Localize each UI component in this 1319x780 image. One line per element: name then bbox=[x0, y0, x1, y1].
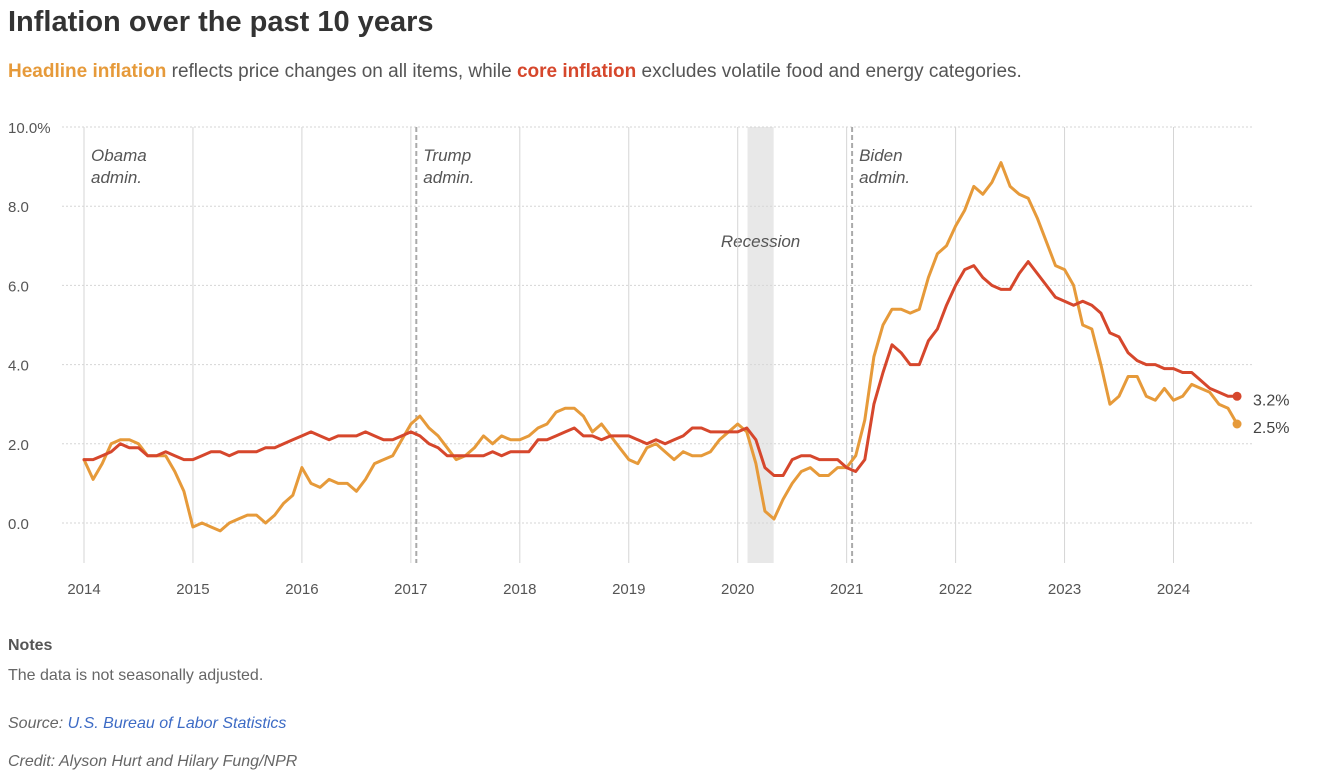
y-tick-label: 0.0 bbox=[8, 516, 29, 533]
headline-end-dot bbox=[1232, 419, 1242, 429]
admin-label: admin. bbox=[423, 168, 474, 187]
series-layer bbox=[82, 161, 1242, 533]
x-tick-label: 2019 bbox=[612, 581, 645, 598]
admin-label: admin. bbox=[859, 168, 910, 187]
notes-heading: Notes bbox=[8, 637, 53, 654]
subtitle-text-2: excludes volatile food and energy catego… bbox=[636, 61, 1022, 82]
x-tick-label: 2021 bbox=[830, 581, 863, 598]
x-tick-label: 2018 bbox=[503, 581, 536, 598]
source-link[interactable]: U.S. Bureau of Labor Statistics bbox=[67, 715, 287, 732]
inflation-line-chart: Recession 10.0% 8.0 6.0 4.0 2.0 0.0 2014 2015 20… bbox=[8, 120, 1289, 598]
y-tick-label: 8.0 bbox=[8, 199, 29, 216]
headline-inflation-key: Headline inflation bbox=[8, 61, 167, 82]
x-tick-label: 2022 bbox=[939, 581, 972, 598]
admin-label: admin. bbox=[91, 168, 142, 187]
x-tick-label: 2016 bbox=[285, 581, 318, 598]
core-end-label: 3.2% bbox=[1253, 392, 1289, 409]
recession-shading bbox=[747, 127, 774, 563]
x-tick-label: 2014 bbox=[67, 581, 100, 598]
core-inflation-key: core inflation bbox=[516, 61, 637, 82]
headline-end-label: 2.5% bbox=[1253, 420, 1289, 437]
credit-line: Credit: Alyson Hurt and Hilary Fung/NPR bbox=[8, 753, 298, 770]
y-tick-label: 6.0 bbox=[8, 278, 29, 295]
chart-subtitle: Headline inflation reflects price change… bbox=[8, 61, 1022, 83]
subtitle-text-1: reflects price changes on all items, whi… bbox=[166, 61, 517, 82]
label-layer: 2.5% 3.2% bbox=[1253, 392, 1289, 437]
core-end-dot bbox=[1232, 391, 1242, 401]
core-inflation-line bbox=[82, 260, 1239, 477]
chart-title: Inflation over the past 10 years bbox=[8, 6, 434, 38]
recession-layer: Recession bbox=[721, 127, 800, 563]
y-tick-label: 2.0 bbox=[8, 437, 29, 454]
admin-layer: Obama admin. Trump admin. Biden admin. bbox=[91, 127, 910, 563]
y-tick-label: 4.0 bbox=[8, 358, 29, 375]
recession-label: Recession bbox=[721, 232, 800, 251]
headline-inflation-line bbox=[82, 161, 1239, 533]
y-tick-label: 10.0% bbox=[8, 120, 51, 137]
notes-text: The data is not seasonally adjusted. bbox=[8, 667, 264, 684]
x-tick-label: 2017 bbox=[394, 581, 427, 598]
x-tick-label: 2023 bbox=[1048, 581, 1081, 598]
x-tick-label: 2024 bbox=[1157, 581, 1190, 598]
admin-label: Biden bbox=[859, 146, 902, 165]
x-tick-label: 2020 bbox=[721, 581, 754, 598]
grid-layer: 10.0% 8.0 6.0 4.0 2.0 0.0 2014 2015 2016 2017 2018… bbox=[8, 120, 1252, 598]
x-tick-label: 2015 bbox=[176, 581, 209, 598]
source-label: Source: bbox=[8, 715, 68, 732]
admin-label: Trump bbox=[423, 146, 471, 165]
source-line: Source: U.S. Bureau of Labor Statistics bbox=[8, 715, 286, 733]
admin-label: Obama bbox=[91, 146, 147, 165]
